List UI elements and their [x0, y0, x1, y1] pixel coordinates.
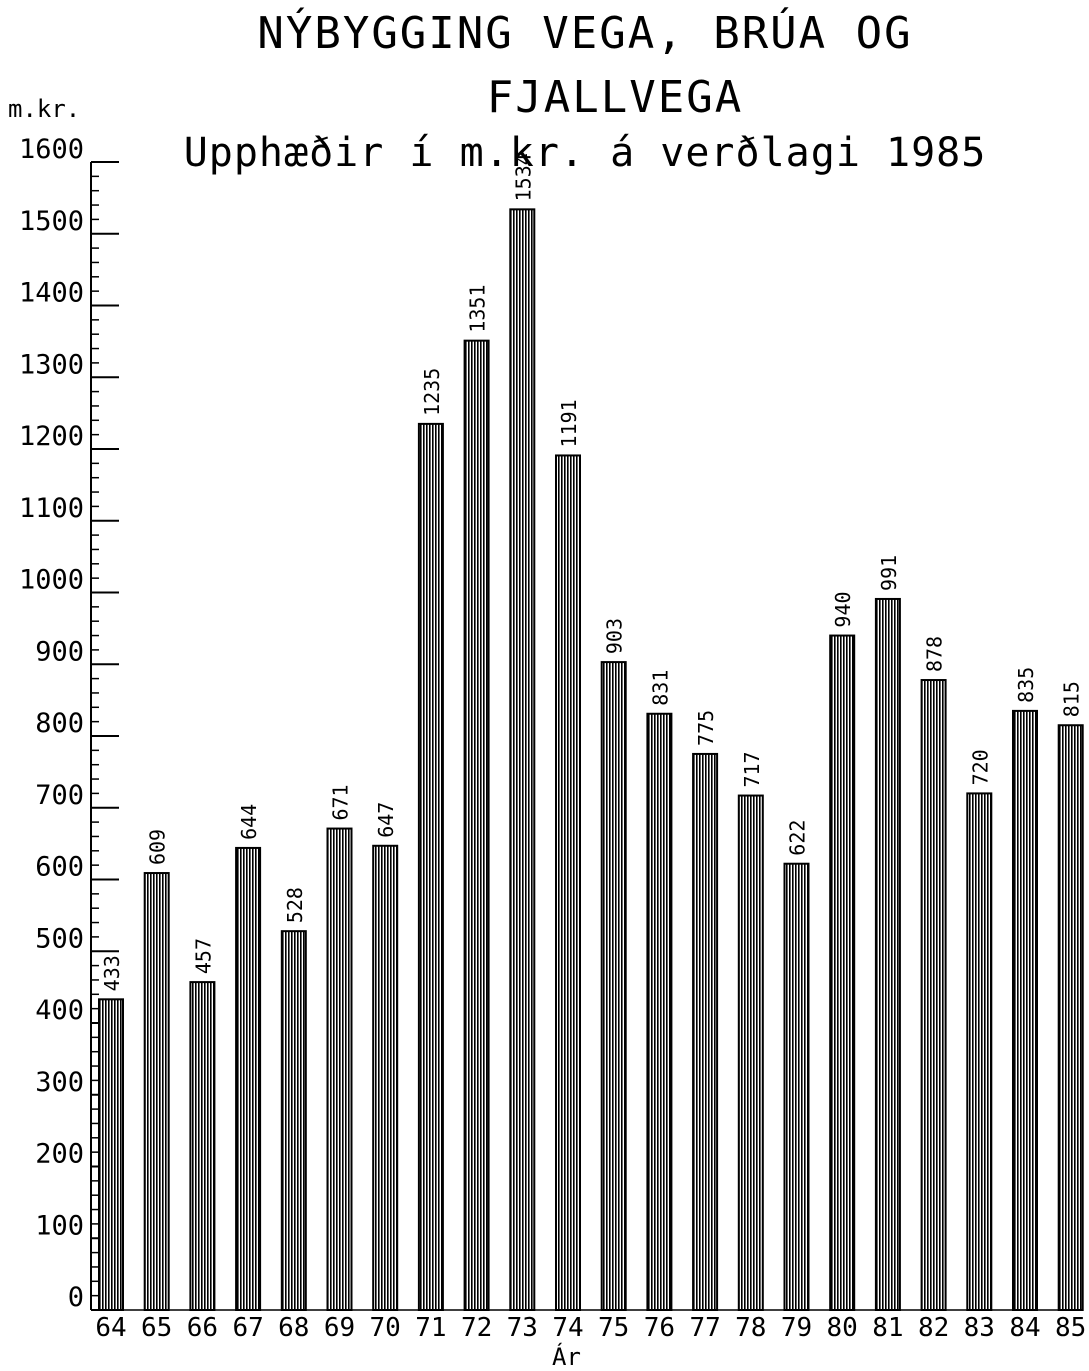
- bar-75: [600, 661, 627, 1311]
- bar-83: [966, 792, 993, 1311]
- y-tick-label: 1000: [19, 565, 84, 596]
- x-tick-label: 77: [689, 1313, 720, 1343]
- chart-title-line2: FJALLVEGA: [486, 72, 744, 123]
- bar-value-label: 878: [923, 636, 947, 672]
- x-tick-label: 76: [644, 1313, 675, 1343]
- bar-value-label: 1235: [420, 368, 444, 416]
- x-tick-label: 69: [324, 1313, 355, 1343]
- y-tick-label: 800: [35, 708, 84, 739]
- bar-value-label: 1351: [466, 284, 490, 332]
- x-axis-label: Ár: [552, 1343, 581, 1371]
- bar-value-label: 622: [786, 820, 810, 856]
- bar-value-label: 644: [237, 804, 261, 840]
- x-tick-label: 79: [781, 1313, 812, 1343]
- bar-value-label: 528: [283, 887, 307, 923]
- y-tick-label: 100: [35, 1210, 84, 1241]
- bar-69: [326, 827, 353, 1311]
- bar-value-label: 991: [877, 555, 901, 591]
- y-tick-label: 200: [35, 1139, 84, 1170]
- bar-85: [1057, 724, 1084, 1311]
- y-tick-label: 700: [35, 780, 84, 811]
- bar-value-label: 775: [694, 710, 718, 746]
- chart-title: NÝBYGGING VEGA, BRÚA OG: [257, 8, 913, 59]
- x-tick-label: 65: [141, 1313, 172, 1343]
- y-tick-label: 0: [68, 1282, 84, 1313]
- bar-67: [235, 846, 262, 1311]
- x-tick-label: 81: [872, 1313, 903, 1343]
- y-tick-label: 1300: [19, 349, 84, 380]
- bar-value-label: 457: [191, 938, 215, 974]
- bar-68: [280, 930, 307, 1311]
- y-tick-label: 900: [35, 636, 84, 667]
- bar-value-label: 717: [740, 751, 764, 787]
- bar-value-label: 671: [329, 784, 353, 820]
- bar-72: [463, 339, 490, 1312]
- bar-value-label: 720: [968, 749, 992, 785]
- y-tick-label: 1200: [19, 421, 84, 452]
- y-axis-label: m.kr.: [8, 95, 81, 123]
- bar-74: [555, 454, 581, 1311]
- bar-77: [692, 752, 719, 1311]
- bar-value-label: 940: [831, 591, 855, 627]
- bar-71: [417, 422, 444, 1311]
- bar-78: [737, 794, 764, 1311]
- bar-82: [920, 679, 947, 1311]
- bar-80: [829, 634, 856, 1311]
- x-tick-label: 73: [507, 1313, 538, 1343]
- bar-70: [372, 844, 399, 1312]
- bar-value-label: 1534: [511, 153, 535, 201]
- bar-value-label: 835: [1014, 667, 1038, 703]
- y-tick-label: 300: [35, 1067, 84, 1098]
- bar-64: [98, 998, 124, 1311]
- y-tick-label: 1500: [19, 206, 84, 237]
- x-tick-label: 72: [461, 1313, 492, 1343]
- x-tick-label: 71: [415, 1313, 446, 1343]
- y-tick-label: 1100: [19, 493, 84, 524]
- bar-66: [189, 981, 216, 1311]
- x-tick-label: 84: [1009, 1313, 1040, 1343]
- x-tick-label: 68: [278, 1313, 309, 1343]
- x-tick-label: 64: [95, 1313, 126, 1343]
- bar-value-label: 903: [603, 618, 627, 654]
- x-tick-label: 85: [1055, 1313, 1086, 1343]
- y-tick-label: 600: [35, 852, 84, 883]
- x-tick-label: 66: [187, 1313, 218, 1343]
- bar-84: [1012, 709, 1038, 1311]
- x-tick-label: 74: [552, 1313, 583, 1343]
- x-tick-label: 82: [918, 1313, 949, 1343]
- bar-81: [874, 597, 901, 1311]
- x-tick-label: 70: [370, 1313, 401, 1343]
- y-tick-label: 1600: [19, 134, 84, 165]
- bar-76: [646, 712, 673, 1311]
- y-tick-label: 500: [35, 923, 84, 954]
- bar-65: [143, 872, 170, 1311]
- y-tick-label: 400: [35, 995, 84, 1026]
- bar-79: [783, 862, 810, 1312]
- x-tick-label: 78: [735, 1313, 766, 1343]
- x-tick-label: 67: [232, 1313, 263, 1343]
- chart-subtitle: Upphæðir í m.kr. á verðlagi 1985: [183, 130, 987, 176]
- bar-73: [509, 208, 536, 1312]
- x-tick-label: 75: [598, 1313, 629, 1343]
- bar-value-label: 647: [374, 802, 398, 838]
- x-tick-label: 80: [827, 1313, 858, 1343]
- y-tick-label: 1400: [19, 278, 84, 309]
- x-tick-label: 83: [964, 1313, 995, 1343]
- bar-value-label: 815: [1060, 681, 1084, 717]
- bar-value-label: 831: [648, 670, 672, 706]
- bar-value-label: 433: [100, 955, 124, 991]
- bar-value-label: 609: [146, 829, 170, 865]
- bar-value-label: 1191: [557, 399, 581, 447]
